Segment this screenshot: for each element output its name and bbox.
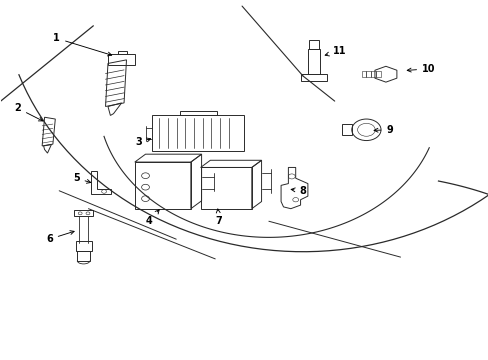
Text: 3: 3 [135, 138, 150, 147]
Text: 4: 4 [146, 210, 159, 226]
Text: 1: 1 [53, 33, 111, 56]
Text: 6: 6 [46, 231, 74, 244]
Text: 5: 5 [73, 173, 90, 183]
Text: 10: 10 [407, 64, 435, 74]
Text: 2: 2 [14, 103, 42, 121]
Text: 11: 11 [325, 46, 346, 56]
Text: 8: 8 [290, 186, 306, 196]
Text: 9: 9 [373, 125, 392, 135]
Text: 7: 7 [215, 209, 222, 226]
